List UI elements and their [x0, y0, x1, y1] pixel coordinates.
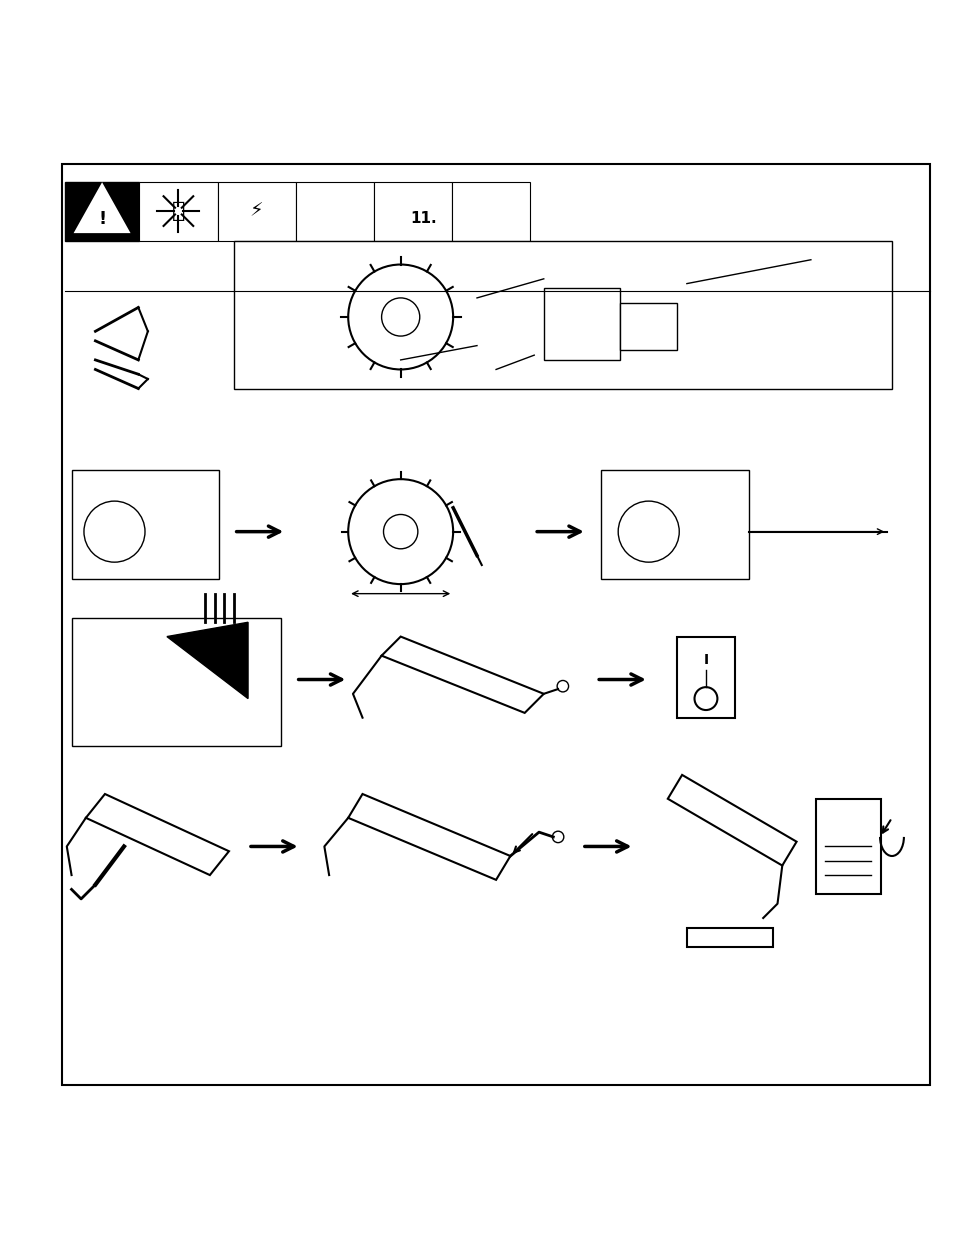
Polygon shape	[167, 622, 248, 699]
Bar	[686, 927, 772, 947]
Bar	[600, 469, 748, 579]
Circle shape	[552, 831, 563, 842]
Bar	[295, 182, 374, 241]
Text: 11.: 11.	[410, 211, 436, 226]
Circle shape	[383, 515, 417, 548]
Bar	[71, 469, 219, 579]
Text: ⚡: ⚡	[250, 201, 263, 221]
Bar	[619, 303, 677, 351]
Text: 💥: 💥	[172, 201, 185, 221]
Circle shape	[348, 479, 453, 584]
Bar	[217, 182, 295, 241]
Circle shape	[557, 680, 568, 692]
Bar	[139, 182, 217, 241]
Polygon shape	[75, 184, 129, 232]
Bar	[71, 618, 281, 746]
Bar	[452, 182, 530, 241]
Bar	[233, 241, 891, 389]
Bar	[677, 636, 734, 718]
Circle shape	[84, 501, 145, 562]
Circle shape	[348, 264, 453, 369]
Text: !: !	[98, 210, 106, 227]
Bar	[65, 182, 139, 241]
Bar	[543, 288, 619, 359]
Circle shape	[618, 501, 679, 562]
Text: I: I	[702, 653, 708, 667]
Circle shape	[381, 298, 419, 336]
Bar	[815, 799, 880, 894]
Circle shape	[694, 687, 717, 710]
Bar	[374, 182, 452, 241]
